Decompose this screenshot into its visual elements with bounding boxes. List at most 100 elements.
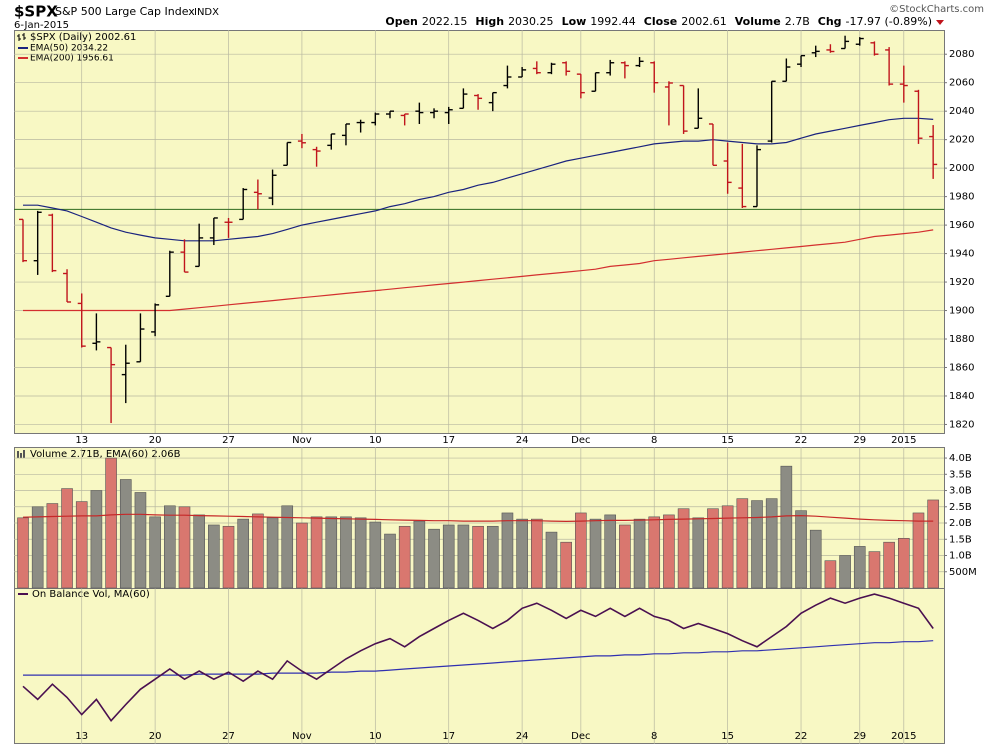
y-tick-label: 3.5B — [949, 469, 972, 480]
volume-bar — [193, 514, 205, 589]
volume-bar — [633, 518, 646, 589]
x-tick-label: 2015 — [891, 731, 916, 742]
volume-bar — [354, 517, 367, 589]
volume-bar — [178, 506, 191, 589]
y-tick-label: 1820 — [949, 419, 974, 430]
volume-icon — [17, 450, 25, 458]
volume-bar — [560, 541, 572, 589]
x-tick-label: 8 — [651, 435, 657, 446]
legend-icon — [17, 33, 26, 41]
volume-bar — [545, 531, 558, 589]
volume-bar — [501, 512, 514, 589]
x-tick-label: 22 — [795, 731, 808, 742]
volume-bar — [648, 516, 661, 589]
x-tick-label: 20 — [149, 731, 162, 742]
volume-bar — [795, 510, 807, 589]
y-tick-label: 1900 — [949, 306, 974, 317]
volume-bar — [604, 514, 617, 589]
volume-bar — [516, 518, 528, 589]
x-tick-label: 13 — [75, 435, 88, 446]
y-tick-label: 2.5B — [949, 502, 972, 513]
ema-line — [23, 117, 934, 242]
y-tick-label: 2.0B — [949, 518, 972, 529]
y-tick-label: 1940 — [949, 249, 974, 260]
y-tick-label: 1.0B — [949, 551, 972, 562]
y-tick-label: 1880 — [949, 334, 974, 345]
quote-label: High — [475, 15, 504, 28]
volume-bar — [340, 516, 352, 589]
x-tick-label: Dec — [571, 731, 590, 742]
x-tick-label: 24 — [516, 731, 529, 742]
copyright: ©StockCharts.com — [889, 4, 984, 15]
volume-label: Volume 2.71B, EMA(60) 2.06B — [30, 449, 181, 460]
quote-value: 2030.25 — [508, 15, 554, 28]
x-tick-label: 29 — [853, 435, 866, 446]
volume-bar — [149, 516, 161, 589]
symbol: $SPX — [14, 3, 58, 21]
x-tick-label: 27 — [222, 731, 235, 742]
volume-bar — [398, 525, 411, 589]
x-tick-label: Dec — [571, 435, 590, 446]
volume-bar — [839, 555, 851, 589]
volume-bar — [897, 537, 910, 589]
volume-bar — [442, 524, 455, 589]
quote-label: Low — [562, 15, 587, 28]
volume-bar — [663, 514, 675, 589]
volume-bar — [868, 551, 881, 589]
legend-label: $SPX (Daily) 2002.61 — [30, 32, 136, 43]
x-tick-label: 22 — [795, 435, 808, 446]
volume-bar — [384, 533, 396, 589]
volume-bar — [765, 498, 778, 589]
quote-label: Chg — [818, 15, 842, 28]
x-tick-label: 8 — [651, 731, 657, 742]
quote-label: Open — [385, 15, 418, 28]
quote-value: -17.97 (-0.89%) — [846, 15, 932, 28]
subtitle: S&P 500 Large Cap Index — [55, 5, 195, 18]
x-tick-label: 15 — [721, 435, 734, 446]
volume-bar — [530, 518, 543, 589]
x-tick-label: 29 — [853, 731, 866, 742]
volume-bar — [912, 512, 925, 589]
obv-label: On Balance Vol, MA(60) — [32, 589, 150, 600]
legend-label: EMA(50) 2034.22 — [30, 44, 108, 54]
x-tick-label: Nov — [292, 435, 312, 446]
volume-bar — [883, 541, 895, 589]
volume-bar — [222, 525, 235, 589]
volume-bar — [310, 516, 323, 589]
y-tick-label: 1840 — [949, 391, 974, 402]
volume-bar — [780, 465, 793, 589]
x-tick-label: 10 — [369, 731, 382, 742]
x-tick-label: 17 — [442, 731, 455, 742]
volume-bar — [486, 525, 499, 589]
y-tick-label: 1920 — [949, 277, 974, 288]
price-panel — [14, 30, 945, 434]
volume-bar — [369, 521, 382, 589]
volume-bar — [281, 505, 294, 589]
volume-bar — [208, 524, 220, 589]
y-tick-label: 3.0B — [949, 486, 972, 497]
volume-bar — [927, 499, 939, 589]
volume-bar — [472, 525, 484, 589]
x-tick-label: 10 — [369, 435, 382, 446]
x-tick-label: 27 — [222, 435, 235, 446]
obv-panel — [14, 588, 945, 744]
quote-label: Volume — [735, 15, 781, 28]
down-arrow — [936, 20, 944, 25]
x-tick-label: 17 — [442, 435, 455, 446]
y-tick-label: 1.5B — [949, 534, 972, 545]
volume-bar — [692, 517, 705, 589]
volume-bar — [46, 503, 59, 589]
quote: Open 2022.15 High 2030.25 Low 1992.44 Close 200… — [385, 15, 932, 28]
volume-bar — [90, 490, 103, 589]
obv-line — [22, 593, 934, 722]
y-tick-label: 2080 — [949, 49, 974, 60]
y-tick-label: 1980 — [949, 192, 974, 203]
date: 6-Jan-2015 — [14, 20, 69, 31]
y-tick-label: 2000 — [949, 163, 974, 174]
volume-bar — [134, 492, 147, 589]
volume-bar — [457, 524, 470, 589]
y-tick-label: 2040 — [949, 106, 974, 117]
quote-value: 2022.15 — [422, 15, 468, 28]
